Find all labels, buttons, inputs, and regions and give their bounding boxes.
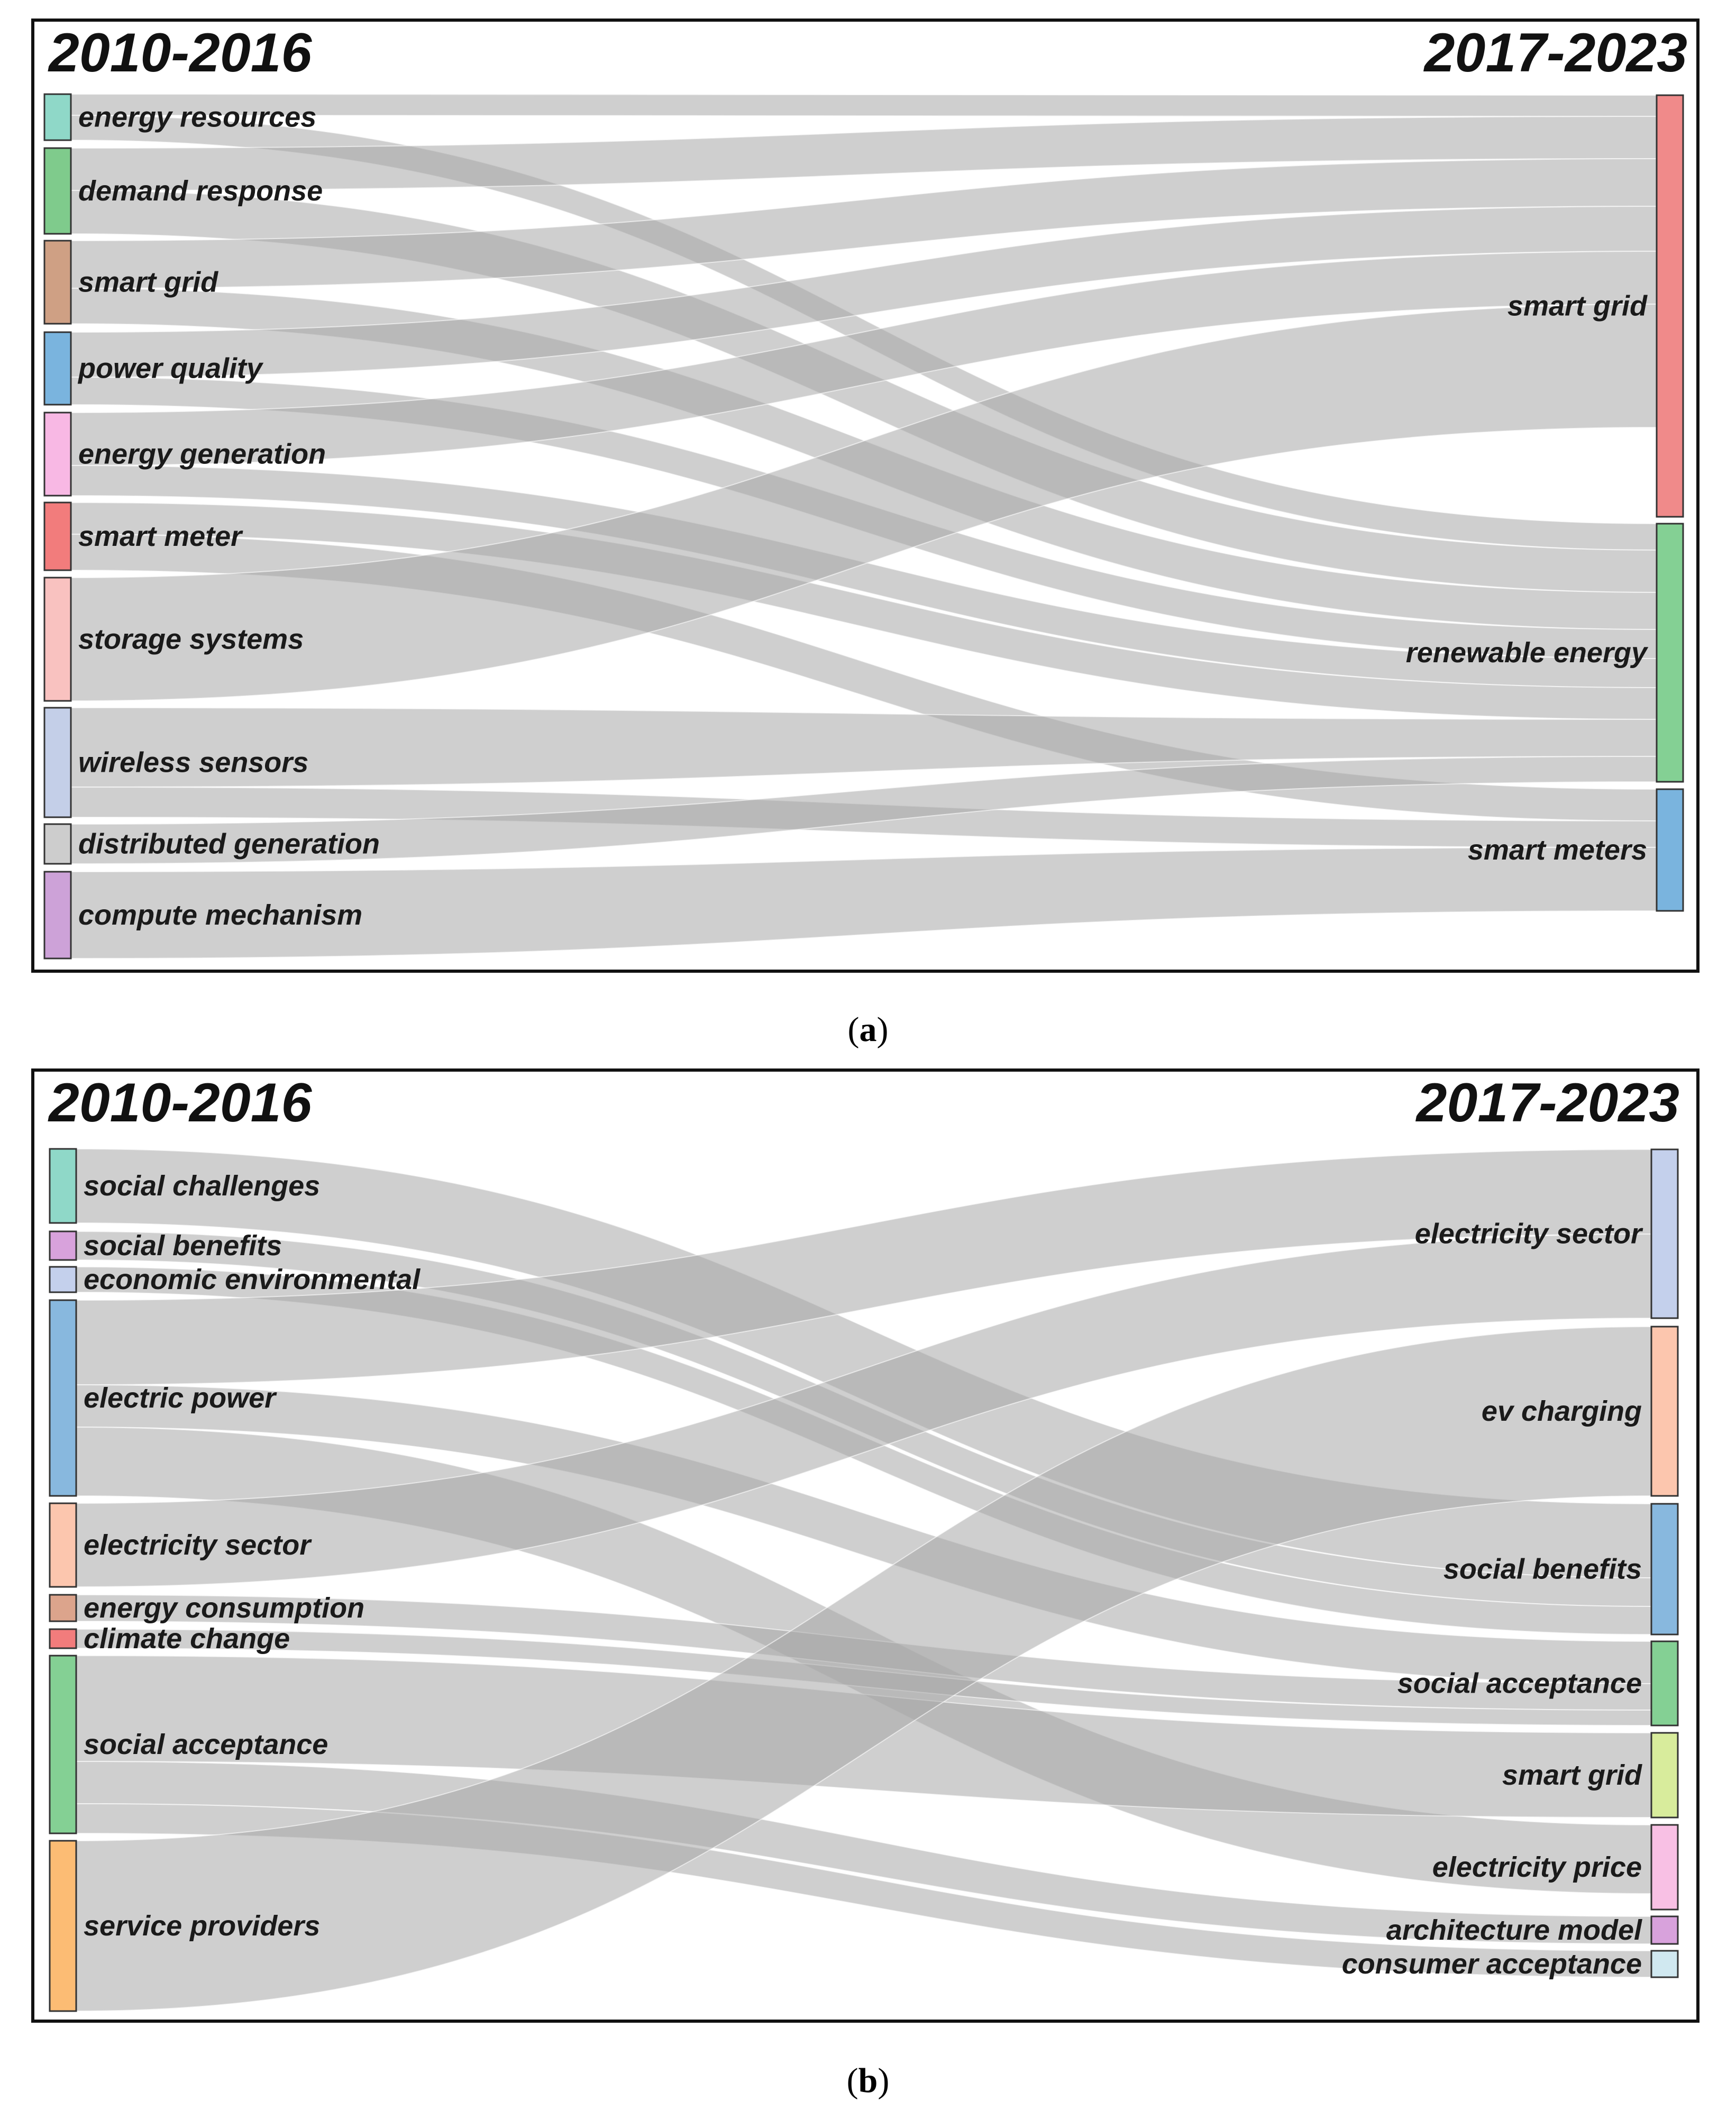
panel-b-left-label-climate-change: climate change [84, 1623, 290, 1655]
panel-a-left-node-energy-generation [43, 412, 72, 497]
panel-a-left-node-power-quality [43, 331, 72, 406]
panel-a-left-node-distributed-generation [43, 823, 72, 865]
panel-b-right-node-ev-charging [1650, 1326, 1679, 1497]
panel-a-left-label-energy-resources: energy resources [78, 102, 316, 133]
panel-b-left-label-social-acceptance: social acceptance [84, 1729, 328, 1760]
panel-a-left-node-energy-resources [43, 93, 72, 141]
panel-b-flows [76, 1148, 1652, 2012]
panel-a-left-node-compute-mechanism [43, 871, 72, 960]
panel-b-right-label-social-benefits: social benefits [1443, 1554, 1642, 1585]
panel-b-left-node-social-acceptance [49, 1655, 77, 1834]
panel-a-right-label-smart-meters: smart meters [1468, 834, 1647, 866]
panel-a-left-node-wireless-sensors [43, 707, 72, 818]
panel-b-left-node-service-providers [49, 1840, 77, 2012]
panel-a-left-label-smart-grid: smart grid [78, 267, 218, 298]
panel-b-left-period: 2010-2016 [48, 1072, 313, 1134]
panel-a-left-label-power-quality: power quality [77, 353, 264, 385]
panel-b-left-label-social-benefits: social benefits [84, 1230, 282, 1262]
panel-a-left-node-demand-response [43, 147, 72, 235]
panel-a-flows [70, 93, 1657, 960]
panel-a-left-label-distributed-generation: distributed generation [78, 828, 380, 860]
panel-b-right-label-electricity-sector: electricity sector [1415, 1218, 1643, 1250]
panel-a-right-node-smart-grid [1656, 94, 1684, 518]
panel-b-left-label-service-providers: service providers [84, 1910, 320, 1942]
panel-a-left-node-storage-systems [43, 577, 72, 702]
panel-a-left-period: 2010-2016 [48, 22, 313, 84]
panel-a-left-label-wireless-sensors: wireless sensors [78, 747, 308, 779]
panel-a-left-label-storage-systems: storage systems [78, 624, 304, 655]
panel-b-left-label-economic-environmental: economic environmental [84, 1264, 421, 1295]
panel-a-frame [31, 19, 1700, 973]
panel-a-left-label-compute-mechanism: compute mechanism [78, 899, 362, 931]
panel-b-right-label-architecture-model: architecture model [1386, 1914, 1642, 1946]
caption-a: (a) [848, 1010, 889, 1049]
panel-b-left-node-electric-power [49, 1299, 77, 1497]
panel-a-nodes: energy resources demand response smart gri… [43, 93, 1684, 960]
panel-b-right-period: 2017-2023 [1415, 1072, 1679, 1134]
panel-a-right-label-renewable-energy: renewable energy [1406, 637, 1649, 669]
panel-b-right-label-social-acceptance: social acceptance [1397, 1668, 1642, 1700]
panel-b-left-node-electricity-sector [49, 1502, 77, 1588]
panel-b-right-node-smart-grid [1650, 1732, 1679, 1819]
caption-b: (b) [847, 2061, 890, 2100]
panel-b-left-node-energy-consumption [49, 1594, 77, 1622]
panel-b-right-label-consumer-acceptance: consumer acceptance [1342, 1948, 1642, 1980]
panel-a-left-label-smart-meter: smart meter [78, 520, 243, 552]
panel-b-right-label-ev-charging: ev charging [1482, 1395, 1642, 1427]
panel-b-right-label-smart-grid: smart grid [1502, 1759, 1642, 1791]
panel-a-flow-distributed-generation-to-renewable-energy [70, 755, 1657, 865]
panel-b-right-node-architecture-model [1650, 1915, 1679, 1945]
panel-b-right-node-social-acceptance [1650, 1640, 1679, 1727]
panel-a-right-period: 2017-2023 [1423, 22, 1687, 84]
panel-a: energy resources demand response smart gri… [31, 19, 1700, 973]
panel-a-right-label-smart-grid: smart grid [1507, 290, 1648, 322]
panel-a-right-node-renewable-energy [1656, 523, 1684, 783]
panel-b-right-label-electricity-price: electricity price [1432, 1851, 1642, 1883]
panel-b-right-node-electricity-sector [1650, 1148, 1679, 1319]
panel-b-left-node-economic-environmental [49, 1266, 77, 1293]
panel-b-left-node-social-challenges [49, 1148, 77, 1224]
panel-b-right-node-electricity-price [1650, 1824, 1679, 1911]
panel-b-left-label-electric-power: electric power [84, 1382, 277, 1414]
panel-b-right-node-consumer-acceptance [1650, 1950, 1679, 1978]
panel-b-left-label-electricity-sector: electricity sector [84, 1529, 312, 1561]
panel-a-right-node-smart-meters [1656, 788, 1684, 912]
panel-b-left-label-social-challenges: social challenges [84, 1170, 320, 1202]
panel-b-left-node-climate-change [49, 1628, 77, 1649]
panel-a-left-label-energy-generation: energy generation [78, 439, 326, 470]
panel-a-left-node-smart-grid [43, 240, 72, 325]
panel-b-left-node-social-benefits [49, 1230, 77, 1261]
panel-a-left-node-smart-meter [43, 501, 72, 571]
panel-a-left-label-demand-response: demand response [78, 175, 323, 207]
panel-b-frame [31, 1068, 1700, 2023]
panel-b-left-label-energy-consumption: energy consumption [84, 1592, 364, 1624]
panel-b-right-node-social-benefits [1650, 1503, 1679, 1636]
